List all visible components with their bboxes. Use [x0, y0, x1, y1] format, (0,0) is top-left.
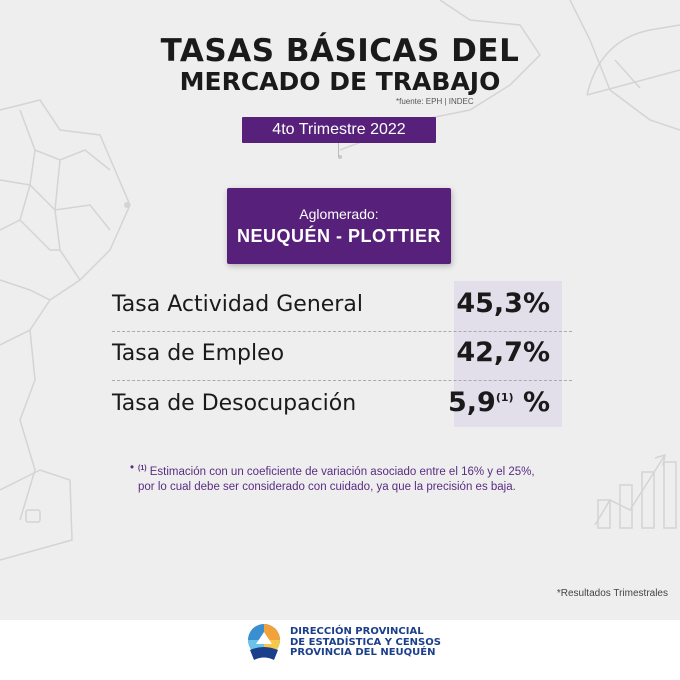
org-line-2: DE ESTADÍSTICA Y CENSOS: [290, 636, 441, 648]
rate-label: Tasa Actividad General: [112, 292, 363, 317]
agglomerate-label: Aglomerado:: [299, 206, 379, 222]
agglomerate-card: Aglomerado: NEUQUÉN - PLOTTIER: [227, 188, 451, 264]
rate-value: 5,9(1) %: [448, 387, 550, 418]
neuquen-logo-icon: [248, 624, 280, 660]
rate-value-main: 5,9: [447, 387, 496, 418]
title-line-1: TASAS BÁSICAS DEL: [160, 33, 520, 69]
bullet-icon: •: [130, 462, 135, 474]
rate-row-unemployment: Tasa de Desocupación 5,9(1) %: [112, 383, 570, 433]
background-decoration: [0, 0, 680, 561]
row-divider: [112, 331, 572, 332]
page-title: TASAS BÁSICAS DEL MERCADO DE TRABAJO: [0, 34, 680, 96]
footer: [0, 620, 680, 680]
org-line-1: DIRECCIÓN PROVINCIAL: [290, 626, 424, 637]
rate-label: Tasa de Empleo: [112, 341, 285, 366]
title-line-2: MERCADO DE TRABAJO: [179, 67, 501, 96]
values-panel: [454, 281, 562, 427]
connector-line: [338, 143, 339, 157]
rate-label: Tasa de Desocupación: [112, 391, 357, 416]
rate-value: 42,7%: [456, 337, 550, 368]
footnote-text: Estimación con un coeficiente de variaci…: [138, 465, 535, 493]
rate-row-employment: Tasa de Empleo 42,7%: [112, 333, 570, 383]
source-note: *fuente: EPH | INDEC: [396, 97, 474, 106]
agglomerate-value: NEUQUÉN - PLOTTIER: [236, 226, 441, 246]
row-divider: [112, 380, 572, 381]
footnote-marker: (1): [138, 465, 147, 472]
rate-value-unit: %: [513, 387, 550, 418]
footnote: • (1) Estimación con un coeficiente de va…: [130, 461, 538, 495]
footnote-marker: (1): [495, 391, 514, 404]
period-badge: 4to Trimestre 2022: [242, 117, 436, 143]
results-note: *Resultados Trimestrales: [556, 588, 668, 599]
rate-row-activity: Tasa Actividad General 45,3%: [112, 284, 570, 334]
organization-name: DIRECCIÓN PROVINCIAL DE ESTADÍSTICA Y CE…: [290, 626, 441, 659]
org-line-3: PROVINCIA DEL NEUQUÉN: [290, 647, 436, 658]
rate-value: 45,3%: [456, 288, 550, 319]
